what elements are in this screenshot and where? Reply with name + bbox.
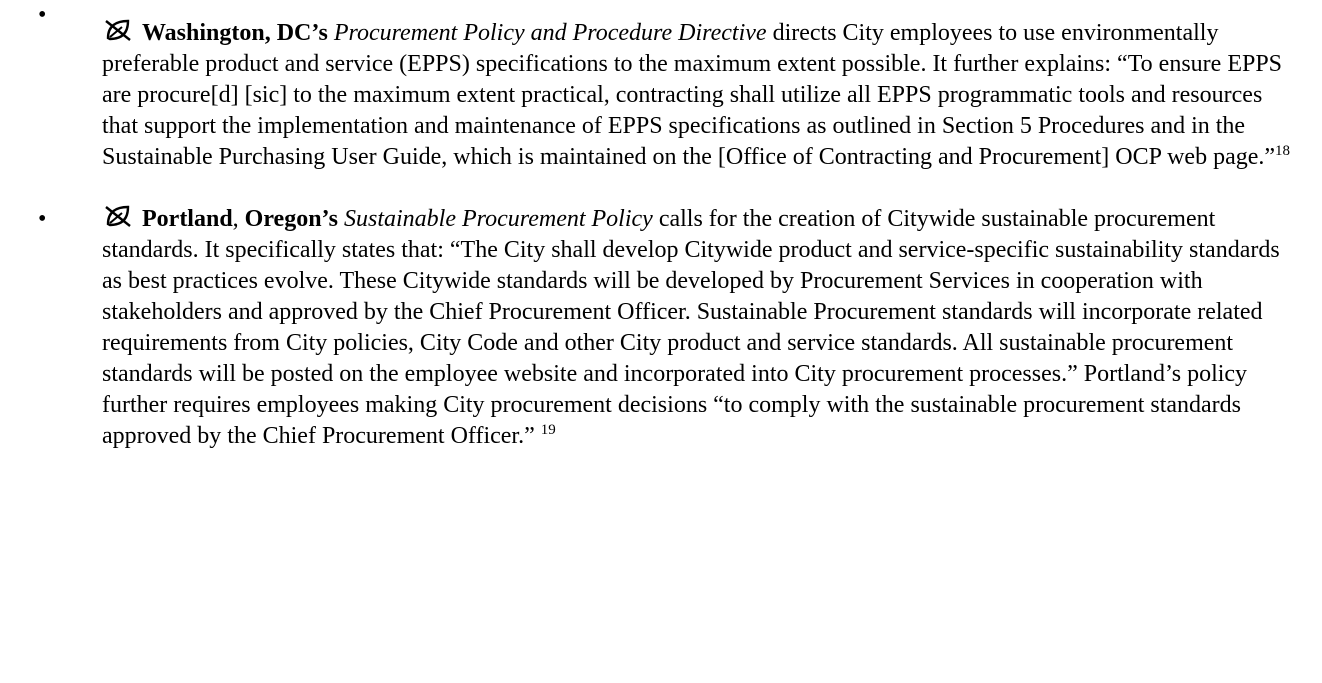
state: Oregon’s — [244, 206, 338, 232]
bullet: • — [38, 206, 47, 232]
footnote-ref: 19 — [540, 422, 556, 438]
bullet-item: • Portland, Oregon’s Sustainable Procure… — [38, 204, 1294, 452]
body-text: directs City employees to use environmen… — [102, 20, 1283, 170]
footnote-ref: 18 — [1275, 143, 1291, 159]
leaf-icon — [105, 19, 131, 41]
leaf-icon — [105, 205, 131, 227]
body-text: calls for the creation of Citywide susta… — [102, 206, 1280, 449]
separator: , — [232, 206, 239, 232]
policy-title: Procurement Policy and Procedure Directi… — [333, 20, 767, 46]
policy-title: Sustainable Procurement Policy — [344, 206, 653, 232]
city: Portland — [142, 206, 233, 232]
bullet: • — [38, 2, 47, 28]
bullet-item: • Washington, DC’s Procurement Policy an… — [38, 0, 1294, 173]
place: Washington, DC’s — [142, 20, 328, 46]
